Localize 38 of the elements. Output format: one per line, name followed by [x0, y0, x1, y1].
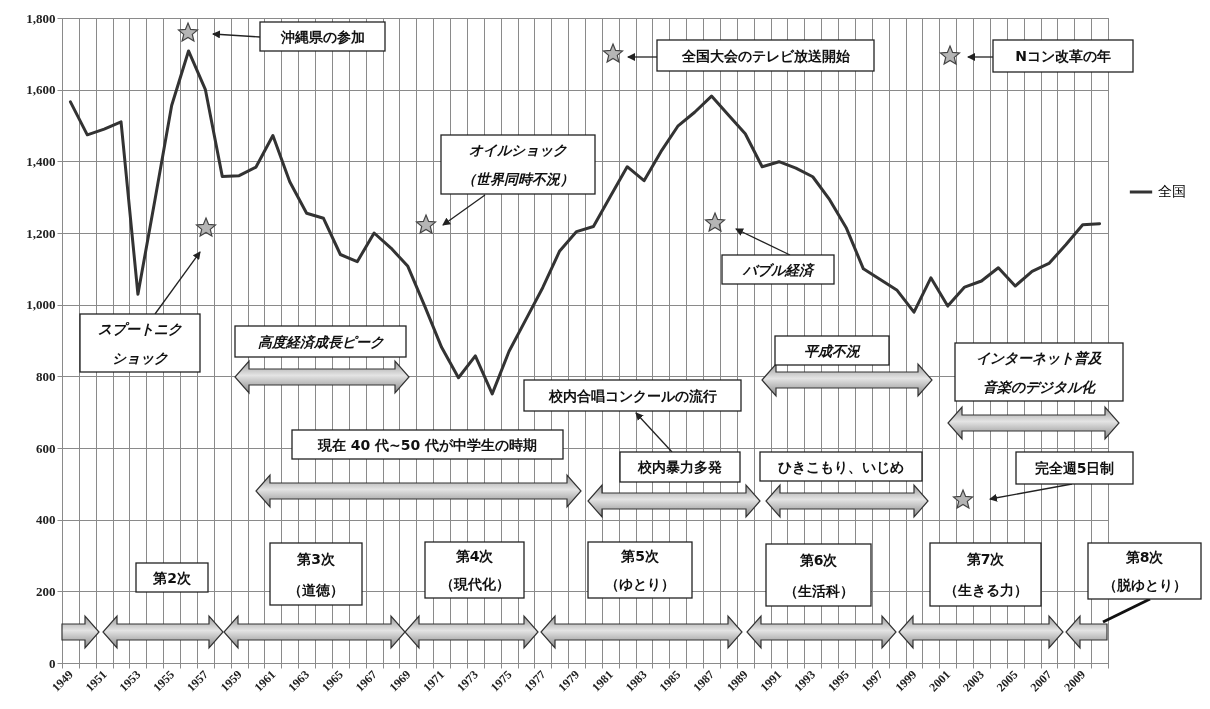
y-tick-label: 1,200 [26, 225, 56, 241]
x-tick-label: 1969 [386, 667, 414, 695]
y-tick-label: 1,600 [26, 82, 56, 98]
annotation: スプートニクショック [98, 320, 182, 366]
annotation: 第2次 [152, 569, 192, 586]
y-tick-label: 0 [49, 655, 56, 671]
annotation: 完全週5日制 [1034, 460, 1115, 476]
legend-label: 全国 [1158, 183, 1186, 199]
y-tick-label: 200 [36, 583, 56, 599]
annotation: 高度経済成長ピーク [257, 333, 384, 350]
y-tick-label: 600 [36, 440, 56, 456]
x-tick-label: 1985 [656, 667, 684, 695]
y-tick-label: 1,400 [26, 153, 56, 169]
y-tick-label: 800 [36, 368, 56, 384]
annotation: オイルショック（世界同時不況） [462, 141, 574, 188]
annotation: 現在 40 代~50 代が中学生の時期 [316, 436, 538, 453]
y-tick-label: 1,800 [26, 10, 56, 26]
annotation: 第6次（生活科） [783, 551, 854, 599]
annotation: Nコン改革の年 [1015, 48, 1111, 64]
annotation: 校内暴力多発 [637, 459, 722, 475]
annotation: 全国大会のテレビ放送開始 [680, 47, 851, 64]
x-tick-label: 1953 [116, 667, 144, 695]
y-tick-label: 400 [36, 512, 56, 528]
x-tick-label: 1991 [757, 667, 785, 695]
annotation: 第3次（道徳） [288, 550, 344, 598]
annotation: 第5次（ゆとり） [605, 548, 675, 592]
annotation: 第4次（現代化） [439, 548, 510, 592]
y-tick-label: 1,000 [26, 297, 56, 313]
annotation: 第7次（生きる力） [943, 550, 1028, 599]
annotation: インターネット普及音楽のデジタル化 [976, 349, 1102, 395]
x-tick-label: 1999 [892, 667, 920, 695]
x-tick-label: 1961 [251, 667, 279, 695]
annotation: 校内合唱コンクールの流行 [547, 387, 717, 404]
annotation: 第8次（脱ゆとり） [1102, 549, 1187, 593]
annotation: 沖縄県の参加 [279, 28, 365, 45]
annotation: ひきこもり、いじめ [778, 458, 904, 475]
annotation: バブル経済 [742, 261, 815, 278]
annotation: 平成不況 [804, 342, 861, 359]
